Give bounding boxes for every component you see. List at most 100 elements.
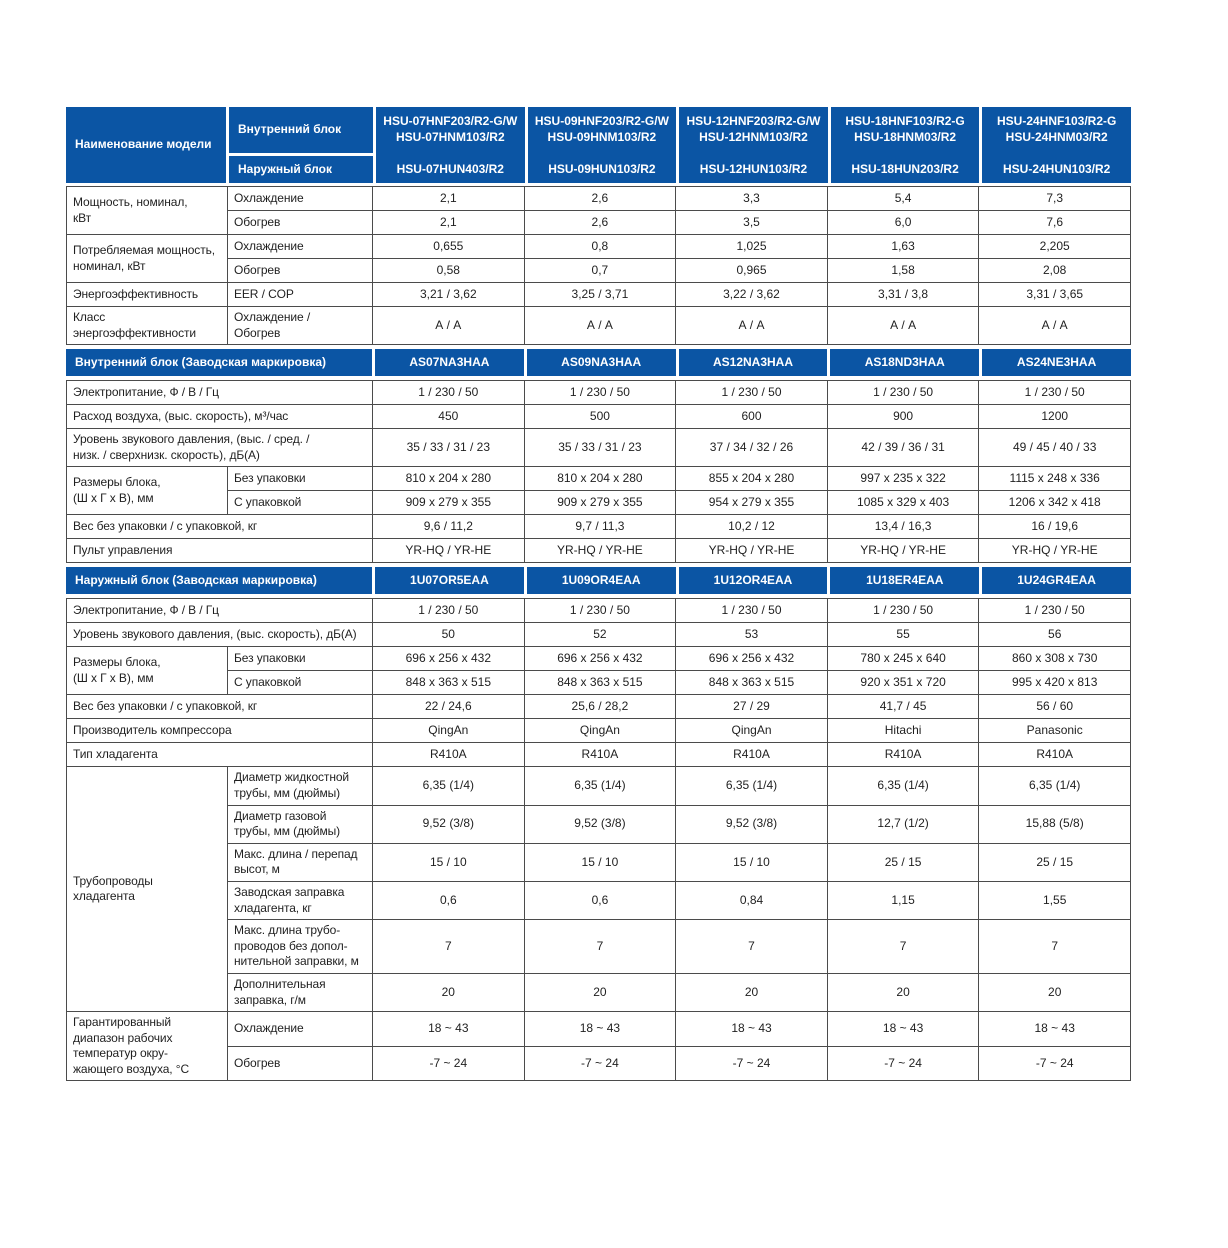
spec-value: QingAn [675,718,828,744]
spec-row: Электропитание, Ф / В / Гц 1 / 230 / 50 1 … [65,380,1131,406]
row-label: Тип хладагента [65,742,374,768]
spec-value: 3,31 / 3,65 [978,282,1131,307]
spec-value: А / А [978,305,1131,346]
spec-value: 909 x 279 x 355 [372,490,525,516]
spec-value: 780 x 245 x 640 [826,646,980,672]
spec-value: 6,35 (1/4) [675,766,828,806]
spec-row: Уровень звукового давления, (выс. скорос… [65,622,1131,648]
indoor-model-names: HSU-09HNF203/R2-G/W HSU-09HNM103/R2 [534,114,669,144]
section-band: Внутренний блок (Заводская маркировка) AS… [66,349,1131,377]
row-sublabel: Обогрев [226,1045,374,1082]
row-sublabel: Обогрев [227,210,373,235]
spec-value: 56 [978,622,1131,648]
spec-value: 9,6 / 11,2 [372,514,525,540]
factory-code: 1U07OR5EAA [375,567,524,595]
spec-value: 900 [826,404,980,430]
spec-value: -7 ~ 24 [675,1045,828,1082]
row-group-label: Энергоэффективность [66,282,228,307]
row-label: Уровень звукового давления, (выс. скорос… [65,622,374,648]
spec-table-section: Электропитание, Ф / В / Гц 1 / 230 / 50 1 … [65,598,1131,1082]
spec-value: 0,965 [675,258,828,283]
spec-value: А / А [523,305,677,346]
factory-code: 1U24GR4EAA [982,567,1131,595]
model-name-header: Наименование модели [66,107,226,183]
spec-row: Размеры блока, (Ш х Г х В), мм Без упаков… [66,646,1131,696]
spec-value: 860 x 308 x 730 [978,646,1131,672]
outdoor-model-name: HSU-24HUN103/R2 [1002,161,1111,176]
spec-value: 37 / 34 / 32 / 26 [675,428,828,468]
spec-row: Тип хладагента R410A R410A R410A R410A R410A [65,742,1131,768]
spec-value: 6,35 (1/4) [978,766,1131,806]
spec-value: 25 / 15 [826,842,980,882]
spec-row: Дополнительная заправка, г/м 20 20 20 20 20 [67,972,1131,1013]
spec-value: А / А [372,305,525,346]
spec-value: 0,58 [372,258,525,283]
spec-value: 56 / 60 [978,694,1131,720]
outdoor-model-name: HSU-09HUN103/R2 [548,161,656,176]
spec-value: 1200 [978,404,1131,430]
row-label: Производитель компрессора [65,718,374,744]
outdoor-model-name: HSU-12HUN103/R2 [699,161,808,176]
spec-value: 2,08 [978,258,1131,283]
spec-value: 1206 x 342 x 418 [978,490,1131,516]
spec-row: Пульт управления YR-HQ / YR-HE YR-HQ / YR-… [65,538,1131,564]
spec-value: 920 x 351 x 720 [826,670,980,696]
spec-value: 20 [523,972,677,1013]
factory-code: AS09NA3HAA [526,349,676,377]
spec-table-section: Электропитание, Ф / В / Гц 1 / 230 / 50 1 … [65,380,1131,564]
spec-value: 1 / 230 / 50 [523,598,677,624]
spec-value: 7 [372,919,525,974]
spec-value: 500 [523,404,677,430]
spec-value: QingAn [523,718,677,744]
spec-value: YR-HQ / YR-HE [372,538,525,564]
spec-value: 22 / 24,6 [372,694,525,720]
spec-value: 1,15 [826,880,980,921]
row-label: Уровень звукового давления, (выс. / сред… [65,428,374,468]
spec-value: 16 / 19,6 [978,514,1131,540]
factory-code: 1U09OR4EAA [526,567,676,595]
spec-value: 450 [372,404,525,430]
spec-value: 6,0 [826,210,980,235]
spec-value: 855 x 204 x 280 [675,466,828,492]
row-group-label: Трубопроводы хладагента [66,766,228,1013]
spec-value: 15 / 10 [372,842,525,882]
spec-value: 35 / 33 / 31 / 23 [523,428,677,468]
spec-value: 7,6 [978,210,1131,235]
spec-value: 3,22 / 3,62 [675,282,828,307]
spec-value: 49 / 45 / 40 / 33 [978,428,1131,468]
spec-row: Уровень звукового давления, (выс. / сред… [65,428,1131,468]
spec-value: 0,84 [675,880,828,921]
indoor-model-names: HSU-24HNF103/R2-G HSU-24HNM03/R2 [996,114,1117,144]
spec-row: Диаметр газовой трубы, мм (дюймы) 9,52 (3… [67,804,1131,844]
spec-value: 2,205 [978,234,1131,259]
factory-code: 1U12OR4EAA [678,567,828,595]
section-band: Наружный блок (Заводская маркировка) 1U07… [66,567,1131,595]
spec-value: 848 x 363 x 515 [372,670,525,696]
factory-code: AS24NE3HAA [982,349,1131,377]
spec-value: 1 / 230 / 50 [372,598,525,624]
spec-value: 35 / 33 / 31 / 23 [372,428,525,468]
spec-row: Мощность, номинал, кВт Охлаждение 2,1 2,6 3,… [66,186,1131,235]
spec-value: 20 [372,972,525,1013]
spec-value: 6,35 (1/4) [372,766,525,806]
spec-row: Обогрев -7 ~ 24 -7 ~ 24 -7 ~ 24 -7 ~ 24 -7 ~ … [67,1045,1131,1082]
spec-value: 25 / 15 [978,842,1131,882]
spec-value: 7,3 [978,186,1131,211]
spec-value: 0,8 [523,234,677,259]
spec-value: 1 / 230 / 50 [826,598,980,624]
spec-value: 3,25 / 3,71 [523,282,677,307]
spec-value: 696 x 256 x 432 [372,646,525,672]
spec-value: R410A [978,742,1131,768]
spec-value: 600 [675,404,828,430]
spec-value: 3,5 [675,210,828,235]
spec-value: 9,52 (3/8) [372,804,525,844]
spec-value: 20 [978,972,1131,1013]
indoor-model-names: HSU-12HNF203/R2-G/W HSU-12HNM103/R2 [686,114,821,144]
row-group-label: Мощность, номинал, кВт [66,186,228,235]
model-column-header: HSU-09HNF203/R2-G/W HSU-09HNM103/R2 HSU-0… [527,107,677,183]
indoor-model-names: HSU-18HNF103/R2-G HSU-18HNM03/R2 [845,114,965,144]
row-sublabel: Макс. длина трубо- проводов без допол- н… [226,919,374,974]
spec-value: Panasonic [978,718,1131,744]
spec-value: 27 / 29 [675,694,828,720]
spec-value: 0,7 [523,258,677,283]
